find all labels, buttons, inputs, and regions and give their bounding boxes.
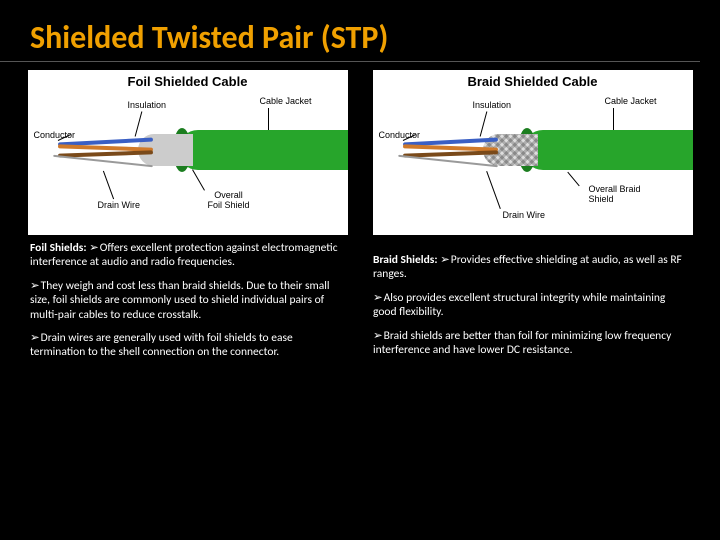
- label-jacket: Cable Jacket: [260, 96, 312, 106]
- cable-jacket: [178, 130, 348, 170]
- foil-heading: Foil Shields:: [30, 241, 87, 255]
- slide: Shielded Twisted Pair (STP) Foil Shielde…: [0, 0, 720, 540]
- braid-bullet-2: Also provides excellent structural integ…: [373, 291, 665, 319]
- label-shield: Overall Braid Shield: [589, 184, 641, 204]
- cable-jacket: [523, 130, 693, 170]
- foil-diagram-title: Foil Shielded Cable: [28, 70, 348, 89]
- lead-line: [192, 169, 205, 190]
- lead-line: [102, 171, 113, 200]
- foil-bullet-3: Drain wires are generally used with foil…: [30, 331, 293, 359]
- lead-line: [486, 171, 501, 209]
- label-jacket: Cable Jacket: [605, 96, 657, 106]
- drain-wire: [398, 155, 498, 167]
- text-columns: Foil Shields: Offers excellent protectio…: [30, 241, 690, 360]
- foil-bullet-2: They weigh and cost less than braid shie…: [30, 279, 330, 322]
- foil-column: Foil Shields: Offers excellent protectio…: [30, 241, 347, 360]
- lead-line: [479, 111, 487, 136]
- lead-line: [268, 108, 269, 130]
- label-drain: Drain Wire: [503, 210, 546, 220]
- lead-line: [134, 111, 142, 136]
- lead-line: [613, 108, 614, 130]
- braid-heading: Braid Shields:: [373, 253, 438, 267]
- drain-wire: [53, 155, 153, 167]
- braid-diagram: Braid Shielded Cable Cable Jacket Insula…: [373, 70, 693, 235]
- braid-bullet-3: Braid shields are better than foil for m…: [373, 329, 671, 357]
- diagram-row: Foil Shielded Cable Cable Jacket Insulat…: [20, 70, 700, 235]
- label-drain: Drain Wire: [98, 200, 141, 210]
- lead-line: [567, 172, 579, 186]
- label-insulation: Insulation: [473, 100, 512, 110]
- foil-diagram: Foil Shielded Cable Cable Jacket Insulat…: [28, 70, 348, 235]
- label-shield: Overall Foil Shield: [208, 190, 250, 210]
- page-title: Shielded Twisted Pair (STP): [0, 0, 700, 62]
- label-insulation: Insulation: [128, 100, 167, 110]
- braid-column: Braid Shields: Provides effective shield…: [373, 241, 690, 360]
- braid-diagram-title: Braid Shielded Cable: [373, 70, 693, 89]
